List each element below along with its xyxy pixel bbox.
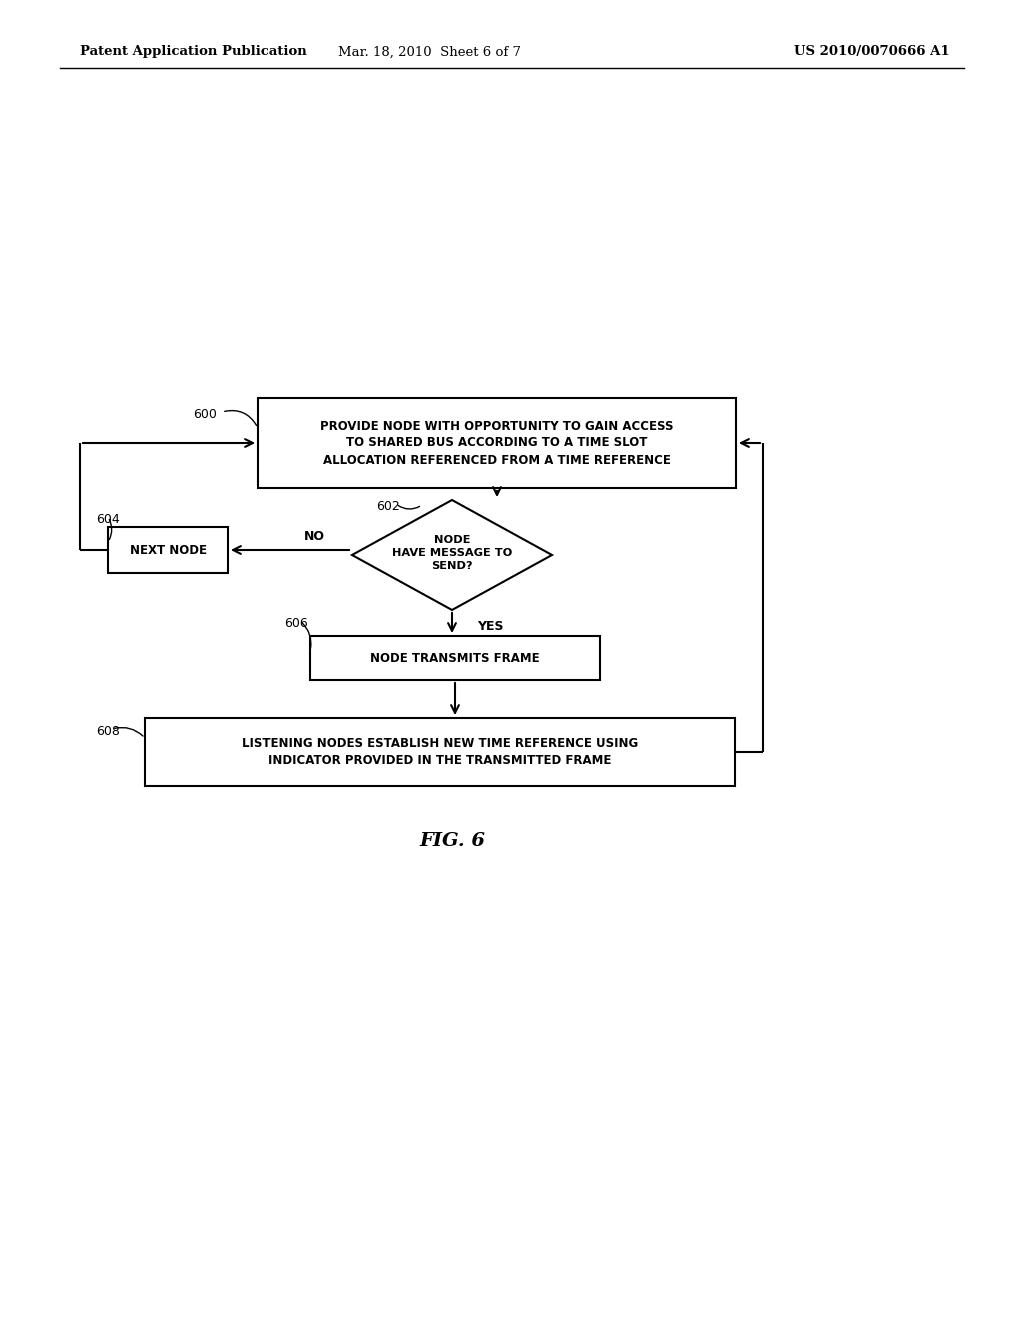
Bar xyxy=(258,399,736,488)
Text: 604: 604 xyxy=(96,513,120,525)
Text: NEXT NODE: NEXT NODE xyxy=(129,544,207,557)
Text: 608: 608 xyxy=(96,725,120,738)
Bar xyxy=(310,636,600,680)
Text: 606: 606 xyxy=(284,616,308,630)
Text: US 2010/0070666 A1: US 2010/0070666 A1 xyxy=(795,45,950,58)
Text: Mar. 18, 2010  Sheet 6 of 7: Mar. 18, 2010 Sheet 6 of 7 xyxy=(339,45,521,58)
Text: NO: NO xyxy=(303,531,325,544)
Text: 600: 600 xyxy=(193,408,217,421)
Text: NODE TRANSMITS FRAME: NODE TRANSMITS FRAME xyxy=(371,652,540,664)
Text: PROVIDE NODE WITH OPPORTUNITY TO GAIN ACCESS
TO SHARED BUS ACCORDING TO A TIME S: PROVIDE NODE WITH OPPORTUNITY TO GAIN AC… xyxy=(321,420,674,466)
Text: 602: 602 xyxy=(376,500,399,513)
Text: Patent Application Publication: Patent Application Publication xyxy=(80,45,307,58)
Text: FIG. 6: FIG. 6 xyxy=(419,832,485,850)
Text: LISTENING NODES ESTABLISH NEW TIME REFERENCE USING
INDICATOR PROVIDED IN THE TRA: LISTENING NODES ESTABLISH NEW TIME REFER… xyxy=(242,737,638,767)
Bar xyxy=(108,527,228,573)
Bar xyxy=(145,718,735,785)
Polygon shape xyxy=(352,500,552,610)
Text: NODE
HAVE MESSAGE TO
SEND?: NODE HAVE MESSAGE TO SEND? xyxy=(392,535,512,572)
Text: YES: YES xyxy=(477,620,503,634)
